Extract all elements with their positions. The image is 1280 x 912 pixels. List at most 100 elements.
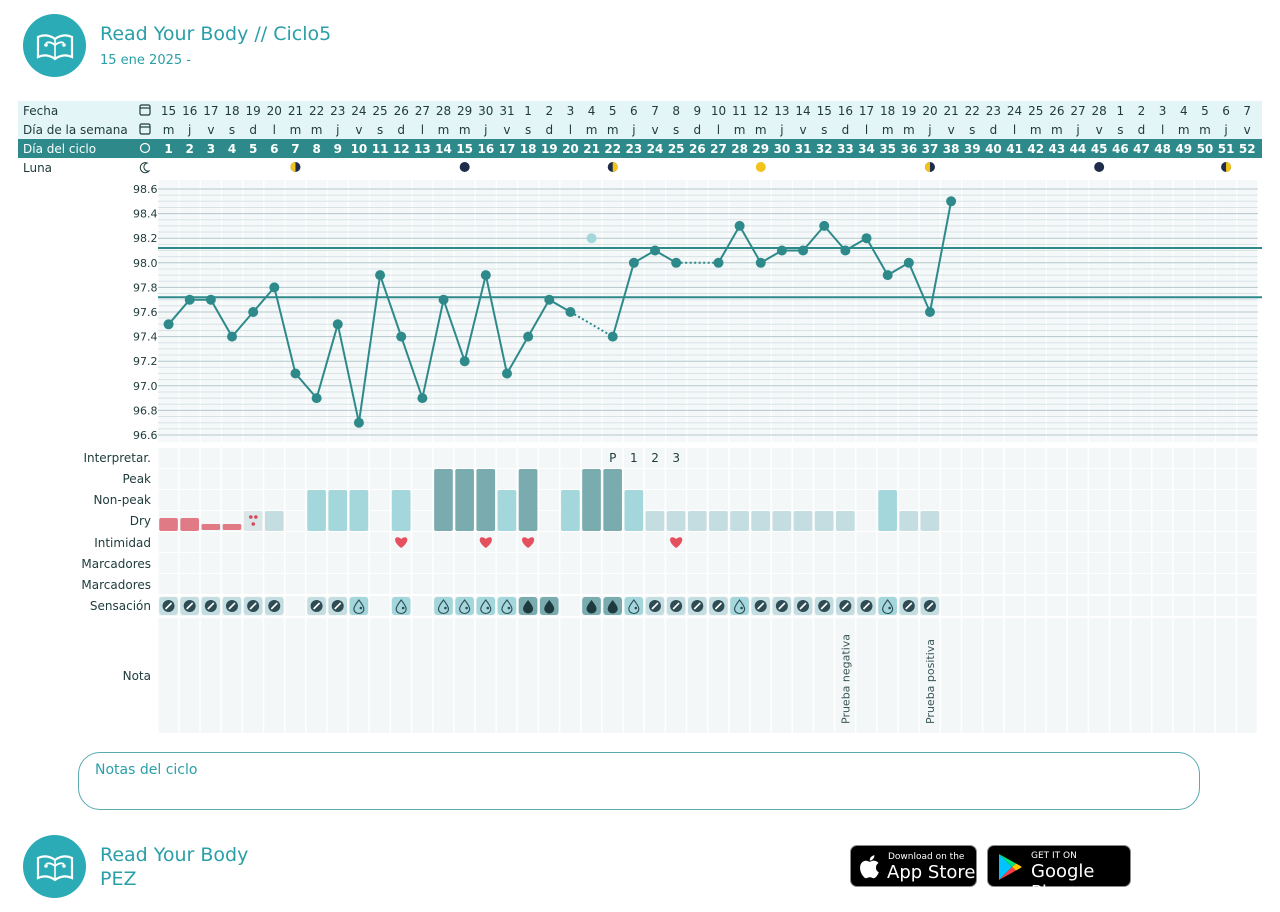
cycle-day-label: 23	[626, 142, 643, 156]
app-store-label: App Store	[887, 862, 976, 883]
note-cell	[264, 618, 284, 733]
grid-cell	[919, 532, 940, 552]
date-label: 20	[922, 104, 937, 118]
grid-cell	[687, 448, 707, 468]
grid-cell	[1194, 574, 1215, 594]
bleeding-bar	[180, 518, 199, 531]
date-label: 6	[1222, 104, 1230, 118]
cycle-day-label: 20	[562, 142, 579, 156]
sensation-dry-icon	[264, 597, 284, 615]
dry-slash	[757, 602, 765, 610]
mucus-peak-bar	[582, 469, 601, 531]
grid-cell	[962, 448, 982, 468]
date-label: 4	[1180, 104, 1188, 118]
cycle-day-label: 10	[351, 142, 368, 156]
grid-cell	[708, 553, 729, 573]
cycle-day-label: 21	[583, 142, 600, 156]
note-cell	[348, 618, 369, 733]
date-label: 19	[901, 104, 916, 118]
grid-cell	[687, 532, 707, 552]
row-label-marcadores2: Marcadores	[81, 578, 151, 592]
sensation-moist-icon	[497, 597, 517, 615]
grid-cell	[729, 553, 750, 573]
weekday-label: l	[421, 123, 424, 137]
footer-user: PEZ	[100, 868, 137, 890]
grid-cell	[793, 490, 813, 510]
weekday-label: l	[273, 123, 276, 137]
grid-cell	[200, 553, 221, 573]
note-cell	[729, 618, 750, 733]
moist-drop	[395, 599, 407, 614]
grid-cell	[1237, 448, 1257, 468]
grid-cell	[1216, 448, 1236, 468]
dry-slash	[672, 602, 680, 610]
cycle-notes-box[interactable]: Notas del ciclo	[78, 752, 1200, 810]
note-cell	[285, 618, 306, 733]
grid-cell	[729, 532, 750, 552]
mucus-nonpeak-bar	[307, 490, 326, 531]
weekday-label: j	[1223, 123, 1227, 137]
grid-cell	[1237, 490, 1257, 510]
note-cell	[856, 618, 877, 733]
sensation-dry-icon	[814, 597, 834, 615]
weekday-label: l	[865, 123, 868, 137]
weekday-label: m	[163, 123, 175, 137]
sensation-dry-icon	[751, 597, 771, 615]
note-cell	[983, 618, 1003, 733]
mucus-dry-bar	[666, 511, 686, 531]
grid-cell	[1216, 532, 1236, 552]
cycle-day-label: 43	[1049, 142, 1066, 156]
grid-cell	[962, 469, 982, 489]
sensation-dry-icon	[159, 597, 178, 615]
temp-tick-label: 96.6	[133, 429, 158, 442]
intimacy-heart-icon	[670, 537, 683, 548]
intimacy-heart-icon	[479, 537, 492, 548]
cycle-day-label: 50	[1197, 142, 1214, 156]
cycle-day-label: 31	[795, 142, 812, 156]
weekday-label: s	[525, 123, 531, 137]
grid-cell	[1194, 448, 1215, 468]
cycle-day-label: 3	[207, 142, 215, 156]
cycle-day-label: 36	[900, 142, 917, 156]
moist-drop	[501, 599, 513, 614]
grid-cell	[941, 469, 961, 489]
cycle-day-label: 14	[435, 142, 452, 156]
grid-cell	[1067, 553, 1088, 573]
grid-cell	[1131, 490, 1152, 510]
moist-drop	[734, 599, 746, 614]
grid-cell	[496, 532, 517, 552]
weekday-label: d	[397, 123, 405, 137]
grid-cell	[1173, 574, 1194, 594]
grid-cell	[983, 490, 1003, 510]
row-label-dry: Dry	[130, 514, 151, 528]
grid-cell	[221, 553, 242, 573]
grid-cell	[983, 532, 1003, 552]
grid-cell	[750, 574, 771, 594]
grid-cell	[327, 469, 348, 489]
cycle-day-label: 38	[943, 142, 960, 156]
weekday-label: m	[755, 123, 767, 137]
weekday-label: m	[311, 123, 323, 137]
cycle-day-label: 7	[291, 142, 299, 156]
grid-cell	[771, 448, 792, 468]
date-label: 2	[545, 104, 553, 118]
grid-cell	[496, 469, 517, 489]
date-label: 20	[267, 104, 282, 118]
grid-cell	[1152, 448, 1173, 468]
app-store-button[interactable]: Download on the App Store	[850, 845, 977, 887]
sensation-dry-icon	[307, 597, 326, 615]
grid-cell	[941, 448, 961, 468]
grid-cell	[1237, 596, 1257, 616]
grid-cell	[1194, 532, 1215, 552]
weekday-label: v	[503, 123, 510, 137]
grid-cell	[1110, 448, 1130, 468]
sensation-wet-icon	[518, 597, 538, 615]
note-cell	[200, 618, 221, 733]
date-label: 3	[567, 104, 575, 118]
weekday-label: s	[969, 123, 975, 137]
grid-cell	[793, 574, 813, 594]
sensation-dry-icon	[899, 597, 919, 615]
grid-cell	[1131, 511, 1152, 531]
google-play-button[interactable]: GET IT ON Google Play	[987, 845, 1131, 903]
mucus-nonpeak-bar	[349, 490, 369, 531]
